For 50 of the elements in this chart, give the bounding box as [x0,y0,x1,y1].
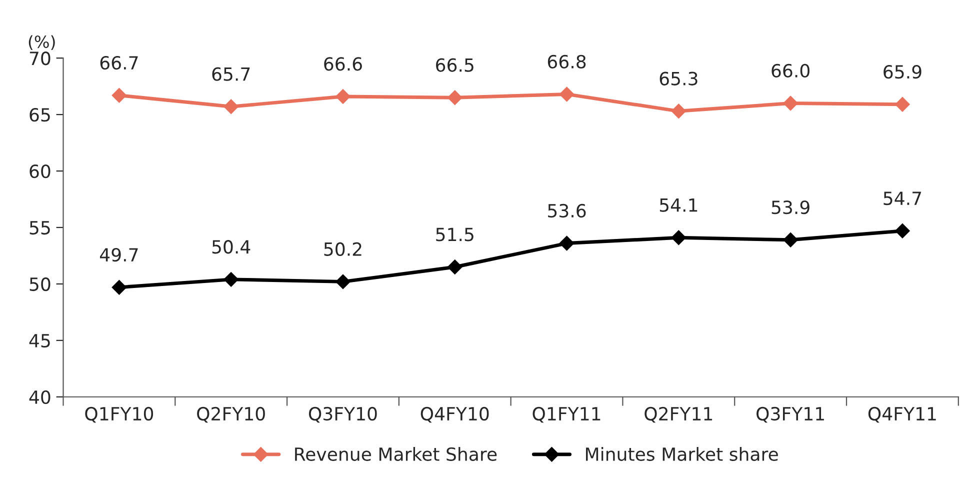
data-label: 54.1 [660,198,698,212]
data-label: 66.8 [548,54,586,68]
data-label: 53.6 [548,204,586,218]
y-tick-label: 40 [29,390,50,404]
point [224,272,238,287]
data-label: 65.7 [212,67,250,81]
point [559,236,574,251]
legend-label: Revenue Market Share [295,447,497,461]
data-label: 51.5 [436,228,474,242]
data-label: 50.4 [212,240,250,254]
x-tick-label: Q1FY10 [85,406,154,423]
data-label: 50.2 [324,242,362,256]
y-tick-label: 50 [30,277,50,292]
point [224,99,238,114]
data-label: 66.7 [100,56,138,70]
point [783,96,798,111]
x-tick-label: Q1FY11 [532,406,600,423]
y-tick-label: 45 [29,334,50,348]
data-label: 49.7 [100,248,138,262]
data-label: 54.7 [884,192,922,206]
point [559,86,574,102]
y-tick-label: 60 [30,164,50,178]
y-tick-label: 70 [30,52,50,66]
x-tick-label: Q2FY11 [644,406,712,423]
y-tick-label: 55 [30,221,50,235]
point [895,96,910,112]
data-label: 65.3 [660,72,698,86]
x-tick-label: Q4FY10 [420,406,489,423]
point [336,274,350,290]
data-label: 66.5 [436,58,474,72]
y-axis-title: (%) [28,35,55,50]
point [671,104,686,119]
data-label: 66.6 [324,57,362,71]
point [447,260,462,274]
x-tick-label: Q3FY10 [308,406,377,423]
data-label: 53.9 [772,200,810,214]
point [447,90,462,105]
data-label: 66.0 [772,64,810,78]
data-label: 65.9 [884,65,922,79]
point [112,88,127,103]
x-tick-label: Q4FY11 [868,406,936,423]
x-tick-label: Q3FY11 [756,406,824,423]
point [783,232,798,248]
x-tick-label: Q2FY10 [197,406,265,423]
point [895,223,910,238]
point [671,230,686,246]
legend-label: Minutes Market share [586,447,778,461]
point [112,280,127,295]
y-tick-label: 65 [30,108,50,122]
point [336,89,350,104]
